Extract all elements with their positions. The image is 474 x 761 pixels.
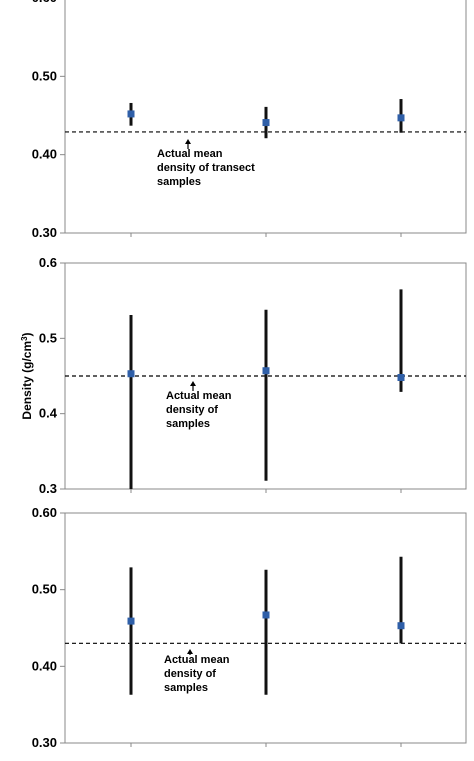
- y-tick-label: 0.4: [39, 406, 58, 421]
- chart-panel-middle: 0.3 0.4 0.5 0.6 Actual mean density of samples…: [20, 255, 467, 496]
- y-tick-label: 0.60: [32, 0, 57, 5]
- mean-marker: [262, 611, 270, 619]
- mean-marker: [262, 367, 270, 375]
- annotation-arrowhead: [185, 139, 191, 144]
- mean-marker: [127, 370, 135, 378]
- annotation-text: Actual mean: [166, 390, 232, 402]
- y-tick-label: 0.30: [32, 225, 57, 240]
- annotation-text: samples: [166, 418, 210, 430]
- annotation-arrowhead: [190, 381, 196, 386]
- annotation-text: density of transect: [157, 162, 255, 174]
- y-tick-label: 0.3: [39, 481, 57, 496]
- annotation-text: Actual mean: [157, 148, 223, 160]
- mean-marker: [397, 374, 405, 382]
- mean-marker: [127, 617, 135, 625]
- y-tick-label: 0.50: [32, 582, 57, 597]
- y-tick-label: 0.6: [39, 255, 57, 270]
- mean-marker: [127, 110, 135, 118]
- y-tick-label: 0.40: [32, 147, 57, 162]
- annotation-arrowhead: [187, 649, 193, 654]
- mean-marker: [397, 114, 405, 122]
- annotation-text: density of: [166, 404, 218, 416]
- y-axis-label: Density (g/cm3): [20, 332, 35, 419]
- annotation-text: density of: [164, 668, 216, 680]
- chart-panel-top: 0.30 0.40 0.50 0.60 Actual mean density of tr…: [32, 0, 467, 240]
- annotation-text: samples: [157, 176, 201, 188]
- mean-marker: [262, 119, 270, 127]
- y-tick-label: 0.30: [32, 735, 57, 750]
- annotation-text: samples: [164, 682, 208, 694]
- y-tick-label: 0.40: [32, 658, 57, 673]
- y-tick-label: 0.60: [32, 505, 57, 520]
- mean-marker: [397, 622, 405, 630]
- annotation-text: Actual mean: [164, 654, 230, 666]
- y-tick-label: 0.50: [32, 68, 57, 83]
- chart-panel-bottom: 0.30 0.40 0.50 0.60 Actual mean density of sam…: [32, 505, 467, 750]
- y-tick-label: 0.5: [39, 330, 57, 345]
